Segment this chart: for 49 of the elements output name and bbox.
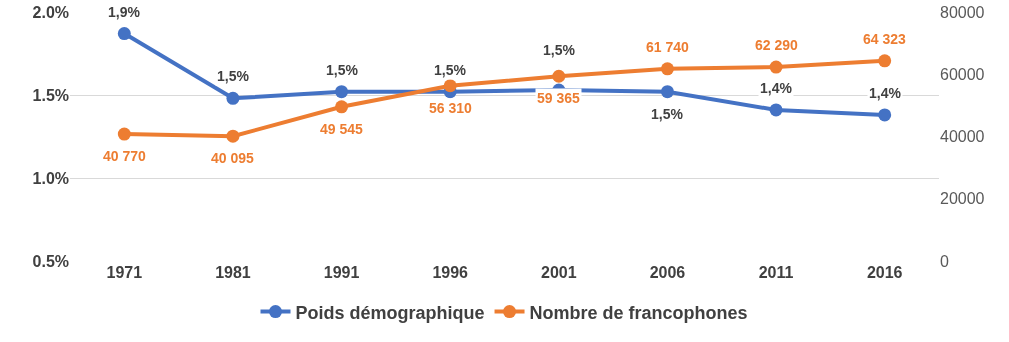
x-tick-label: 2011	[758, 264, 794, 281]
x-tick-label: 1991	[323, 264, 360, 281]
point	[552, 69, 566, 83]
y-tick-label: 1.5%	[32, 86, 69, 104]
point	[226, 91, 240, 105]
y-tick-label: 0.5%	[32, 252, 69, 270]
point	[443, 79, 457, 93]
point	[769, 60, 783, 74]
legend-label: Poids démographique	[295, 302, 485, 323]
data-label: 59 365	[537, 90, 581, 106]
data-label: 1,9%	[108, 4, 141, 20]
x-tick-label: 1971	[106, 264, 143, 281]
legend-label: Nombre de francophones	[529, 302, 748, 323]
x-tick-label: 2006	[649, 264, 686, 281]
data-label: 40 095	[211, 150, 255, 166]
y-tick-label: 1.0%	[32, 169, 69, 187]
data-label: 1,5%	[651, 106, 684, 122]
point	[226, 129, 240, 143]
y2-tick-label: 60000	[940, 65, 985, 83]
data-label: 40 770	[103, 148, 147, 164]
point	[335, 100, 349, 114]
x-tick-label: 1981	[215, 264, 251, 281]
x-tick-label: 1996	[432, 264, 469, 281]
data-label: 56 310	[429, 100, 473, 116]
x-tick-label: 2016	[866, 264, 903, 281]
y-tick-label: 2.0%	[32, 3, 69, 21]
data-label: 1,5%	[217, 68, 250, 84]
y2-tick-label: 20000	[940, 190, 985, 208]
point	[878, 54, 892, 68]
y2-tick-label: 0	[940, 252, 949, 270]
data-label: 61 740	[646, 39, 690, 55]
point	[117, 27, 131, 41]
point	[117, 127, 131, 141]
point	[660, 62, 674, 76]
point	[660, 85, 674, 99]
point	[878, 108, 892, 122]
point	[769, 103, 783, 117]
data-label: 1,4%	[760, 80, 793, 96]
y2-tick-label: 80000	[940, 3, 985, 21]
point	[335, 85, 349, 99]
x-tick-label: 2001	[541, 264, 577, 281]
data-label: 1,5%	[326, 62, 359, 78]
data-label: 1,5%	[434, 62, 467, 78]
y2-tick-label: 40000	[940, 128, 985, 146]
data-label: 49 545	[320, 121, 364, 137]
data-label: 1,4%	[869, 85, 902, 101]
data-label: 64 323	[863, 31, 907, 47]
data-label: 1,5%	[543, 42, 576, 58]
data-label: 62 290	[755, 37, 799, 53]
